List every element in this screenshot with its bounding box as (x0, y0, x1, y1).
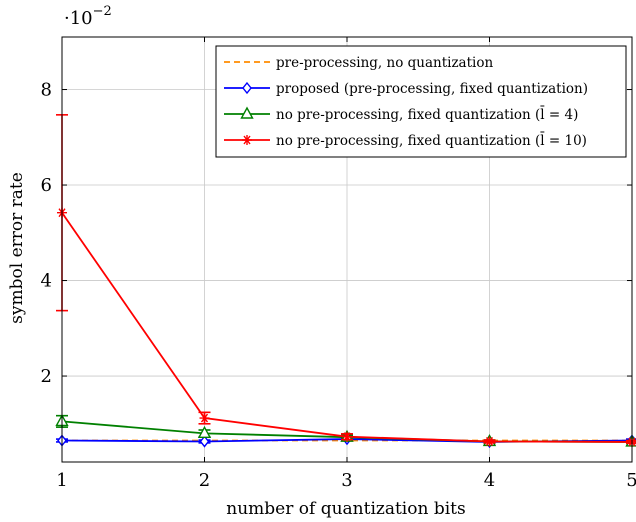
y-axis-label: symbol error rate (7, 172, 27, 324)
y-scale-exponent: −2 (93, 4, 112, 19)
x-tick-label: 4 (484, 470, 495, 491)
data-point (342, 431, 352, 442)
legend-marker (242, 135, 252, 145)
legend-marker (240, 106, 254, 119)
ticks: 1 2 3 4 5 2 4 6 8 (41, 37, 636, 491)
x-tick-label: 5 (626, 470, 636, 491)
y-tick-label: 2 (41, 366, 52, 387)
y-tick-label: 6 (41, 175, 52, 196)
legend-label: no pre-processing, fixed quantization (l… (276, 106, 578, 123)
y-scale-label: ·10−2 (64, 4, 112, 29)
legend-label: proposed (pre-processing, fixed quantiza… (276, 81, 588, 97)
y-tick-label: 4 (41, 271, 52, 292)
x-tick-label: 3 (341, 470, 352, 491)
legend-marker (242, 81, 252, 95)
legend-box (215, 45, 627, 158)
data-point (484, 436, 495, 447)
x-axis-label: number of quantization bits (226, 499, 465, 519)
legend-label: no pre-processing, fixed quantization (l… (276, 132, 587, 149)
x-tick-label: 1 (56, 470, 67, 491)
legend: pre-processing, no quantization proposed … (215, 45, 627, 158)
x-tick-label: 2 (199, 470, 210, 491)
data-point (197, 425, 212, 439)
legend-label: pre-processing, no quantization (276, 55, 493, 71)
y-tick-label: 8 (41, 80, 52, 101)
data-point (199, 435, 210, 448)
data-point (199, 413, 210, 424)
